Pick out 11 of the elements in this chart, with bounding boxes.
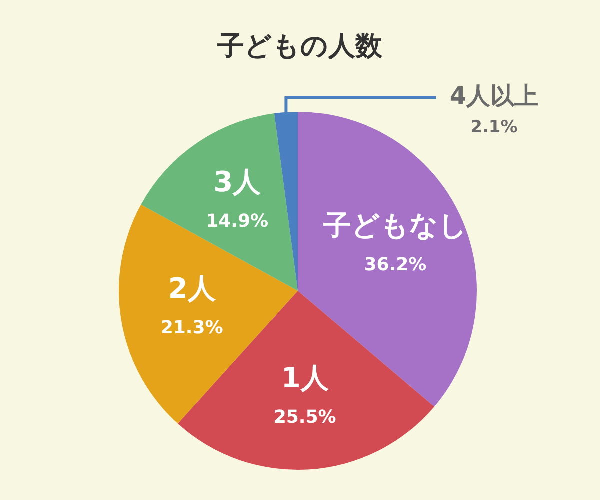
slice-label: 3人 xyxy=(214,166,262,199)
slice-label: 4人以上 xyxy=(450,82,539,110)
slice-label: 子どもなし xyxy=(322,209,468,242)
data-label: 14.9% xyxy=(206,211,269,232)
data-label: 25.5% xyxy=(274,406,336,428)
data-label: 2.1% xyxy=(470,117,518,138)
data-label: 36.2% xyxy=(364,254,427,276)
chart-title: 子どもの人数 xyxy=(216,30,384,64)
data-label: 21.3% xyxy=(160,317,224,338)
slice-label: 2人 xyxy=(168,272,217,306)
slice-label: 1人 xyxy=(281,361,330,394)
